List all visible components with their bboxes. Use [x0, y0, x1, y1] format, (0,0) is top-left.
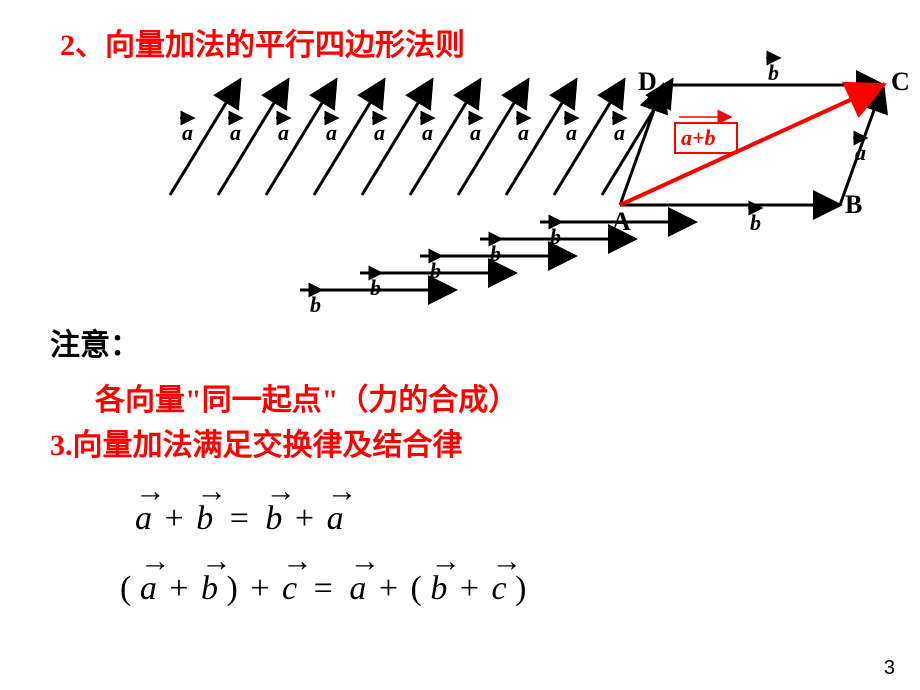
- vec-b: b: [430, 570, 447, 608]
- svg-text:a: a: [230, 120, 241, 145]
- note-text: 各向量"同一起点"（力的合成）: [95, 375, 518, 419]
- svg-text:a+b: a+b: [681, 125, 716, 150]
- vec-b: b: [265, 500, 282, 538]
- eq-sign: =: [230, 500, 249, 537]
- plus-sign: +: [379, 570, 398, 607]
- svg-text:a: a: [855, 140, 866, 165]
- formula-commutative: a + b = b + a: [135, 500, 344, 538]
- svg-text:a: a: [566, 120, 577, 145]
- eq-sign: =: [314, 570, 333, 607]
- svg-text:a: a: [422, 120, 433, 145]
- svg-text:D: D: [638, 67, 657, 96]
- svg-text:b: b: [430, 258, 441, 283]
- svg-text:a: a: [614, 120, 625, 145]
- lparen: (: [411, 570, 422, 607]
- svg-text:b: b: [750, 210, 761, 235]
- vec-a: a: [140, 570, 157, 608]
- heading-3: 3.向量加法满足交换律及结合律: [50, 420, 463, 464]
- svg-text:b: b: [310, 292, 321, 317]
- svg-text:a: a: [374, 120, 385, 145]
- svg-text:b: b: [490, 241, 501, 266]
- vec-b: b: [201, 570, 218, 608]
- svg-text:A: A: [612, 207, 631, 236]
- plus-sign: +: [295, 500, 314, 537]
- parallelogram-diagram: aaaaaaaaaa bbbbb ABCDbaba+b: [120, 50, 890, 300]
- svg-text:a: a: [518, 120, 529, 145]
- plus-sign: +: [165, 500, 184, 537]
- plus-sign: +: [250, 570, 269, 607]
- svg-text:a: a: [182, 120, 193, 145]
- formula-associative: ( a + b ) + c = a + ( b + c ): [120, 570, 526, 608]
- svg-text:b: b: [768, 60, 779, 85]
- svg-text:B: B: [845, 190, 862, 219]
- vec-b: b: [196, 500, 213, 538]
- vec-c: c: [492, 570, 507, 608]
- svg-text:a: a: [278, 120, 289, 145]
- svg-text:a: a: [470, 120, 481, 145]
- vec-a: a: [327, 500, 344, 538]
- svg-text:b: b: [550, 224, 561, 249]
- vec-a: a: [349, 570, 366, 608]
- svg-text:b: b: [370, 275, 381, 300]
- svg-text:C: C: [891, 67, 910, 96]
- lparen: (: [120, 570, 131, 607]
- plus-sign: +: [460, 570, 479, 607]
- svg-text:a: a: [326, 120, 337, 145]
- vec-c: c: [282, 570, 297, 608]
- plus-sign: +: [169, 570, 188, 607]
- vec-a: a: [135, 500, 152, 538]
- note-label: 注意：: [50, 320, 140, 364]
- page-number: 3: [884, 657, 895, 680]
